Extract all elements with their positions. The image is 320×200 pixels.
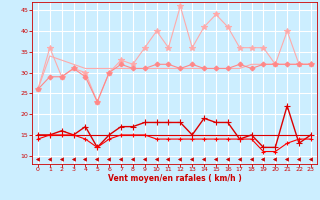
X-axis label: Vent moyen/en rafales ( km/h ): Vent moyen/en rafales ( km/h ): [108, 174, 241, 183]
Point: [166, 157, 171, 161]
Point: [284, 157, 290, 161]
Point: [107, 157, 112, 161]
Point: [142, 157, 147, 161]
Point: [178, 157, 183, 161]
Point: [118, 157, 124, 161]
Point: [83, 157, 88, 161]
Point: [47, 157, 52, 161]
Point: [261, 157, 266, 161]
Point: [36, 157, 41, 161]
Point: [59, 157, 64, 161]
Point: [95, 157, 100, 161]
Point: [308, 157, 313, 161]
Point: [202, 157, 207, 161]
Point: [249, 157, 254, 161]
Point: [154, 157, 159, 161]
Point: [190, 157, 195, 161]
Point: [130, 157, 135, 161]
Point: [273, 157, 278, 161]
Point: [225, 157, 230, 161]
Point: [213, 157, 219, 161]
Point: [296, 157, 301, 161]
Point: [71, 157, 76, 161]
Point: [237, 157, 242, 161]
